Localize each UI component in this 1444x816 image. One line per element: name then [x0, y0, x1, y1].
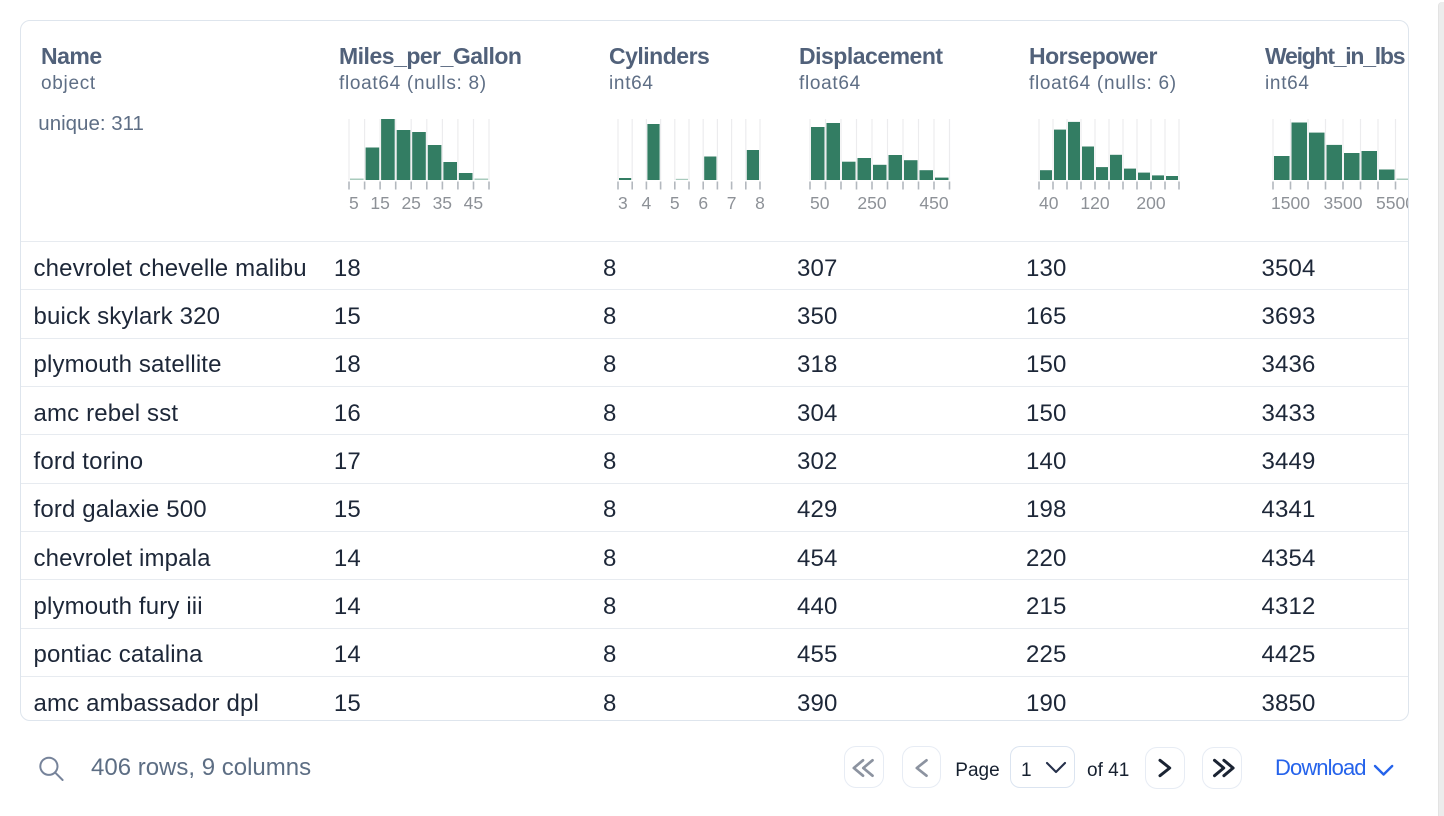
- svg-text:4: 4: [642, 193, 652, 213]
- svg-text:3: 3: [618, 193, 628, 213]
- svg-text:250: 250: [857, 193, 886, 213]
- svg-text:5: 5: [349, 193, 359, 213]
- svg-text:1500: 1500: [1271, 193, 1310, 213]
- svg-text:8: 8: [755, 193, 765, 213]
- svg-text:3500: 3500: [1324, 193, 1363, 213]
- svg-text:45: 45: [464, 193, 483, 213]
- svg-text:15: 15: [370, 193, 389, 213]
- svg-text:7: 7: [727, 193, 737, 213]
- svg-text:5500: 5500: [1376, 193, 1409, 213]
- svg-text:35: 35: [433, 193, 452, 213]
- svg-text:50: 50: [810, 193, 830, 213]
- svg-text:200: 200: [1136, 193, 1165, 213]
- svg-text:25: 25: [401, 193, 420, 213]
- svg-text:450: 450: [919, 193, 948, 213]
- svg-text:40: 40: [1039, 193, 1059, 213]
- svg-text:120: 120: [1080, 193, 1109, 213]
- svg-text:6: 6: [698, 193, 708, 213]
- svg-text:5: 5: [670, 193, 680, 213]
